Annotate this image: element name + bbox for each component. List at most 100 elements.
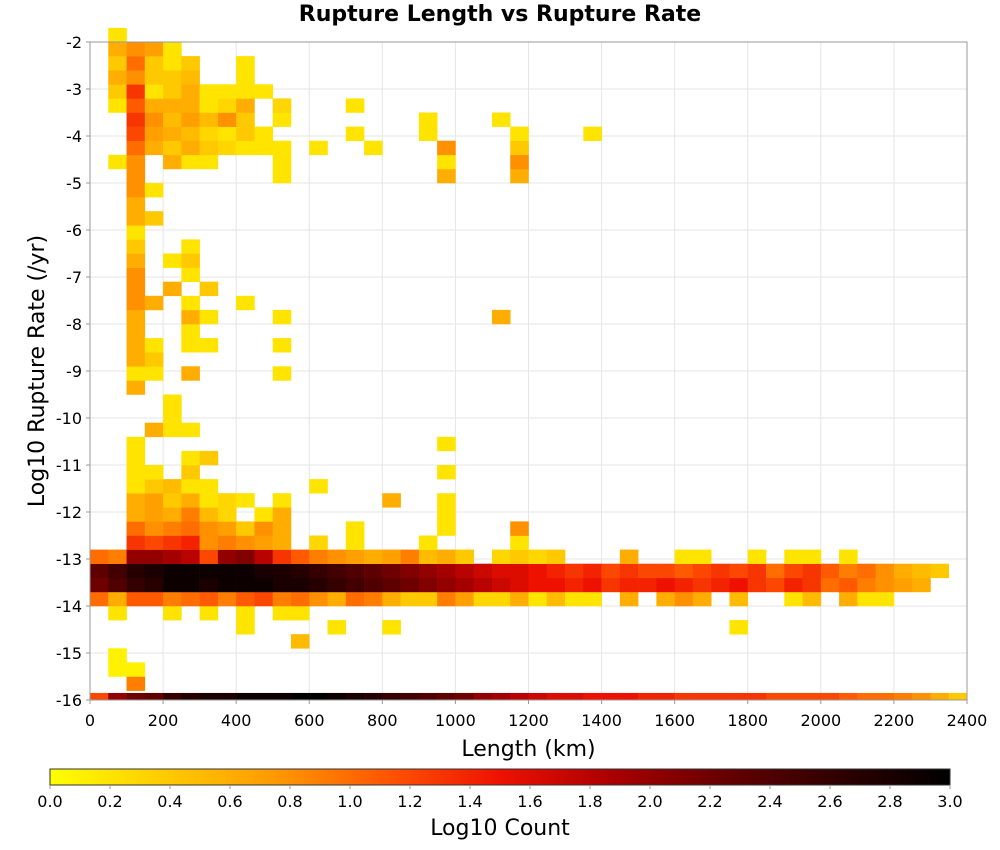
heatmap-cell [108, 42, 127, 57]
heatmap-cell [418, 112, 438, 127]
heatmap-cell [400, 549, 420, 564]
colorbar-tick-label: 0.4 [157, 792, 182, 811]
heatmap-cell [217, 591, 237, 607]
heatmap-cell [126, 98, 146, 113]
heatmap-cell [144, 549, 164, 564]
heatmap-cell [437, 140, 456, 156]
heatmap-cell [437, 692, 456, 700]
heatmap-cell [144, 112, 164, 127]
heatmap-cell [437, 563, 456, 579]
y-tick-label: -9 [66, 362, 82, 381]
heatmap-cell [199, 84, 219, 99]
heatmap-cell [583, 126, 602, 141]
heatmap-cell [199, 535, 219, 550]
heatmap-cell [510, 521, 529, 536]
heatmap-cell [766, 692, 785, 700]
heatmap-cell [126, 549, 146, 564]
y-tick-label: -6 [66, 221, 82, 240]
heatmap-cells [90, 27, 968, 700]
heatmap-cell [327, 577, 347, 593]
heatmap-cell [217, 563, 237, 579]
heatmap-cell [473, 563, 493, 579]
heatmap-cell [583, 563, 602, 579]
y-tick-label: -10 [56, 409, 82, 428]
heatmap-cell [491, 563, 511, 579]
heatmap-cell [163, 606, 182, 621]
heatmap-cell [272, 309, 292, 325]
heatmap-cell [930, 692, 950, 700]
heatmap-cell [784, 591, 803, 607]
heatmap-cell [144, 183, 164, 198]
heatmap-cell [400, 577, 420, 593]
heatmap-cell [839, 591, 858, 607]
heatmap-cell [126, 591, 146, 607]
heatmap-cell [126, 352, 146, 367]
heatmap-cell [181, 521, 200, 536]
x-tick-label: 1800 [727, 711, 768, 730]
heatmap-cell [418, 692, 438, 700]
heatmap-cell [144, 140, 164, 156]
heatmap-cell [181, 239, 200, 254]
heatmap-cell [437, 465, 456, 480]
colorbar-tick-label: 0.0 [37, 792, 62, 811]
y-tick-label: -12 [56, 503, 82, 522]
heatmap-cell [510, 140, 529, 156]
heatmap-cell [857, 591, 876, 607]
y-tick-label: -7 [66, 268, 82, 287]
heatmap-cell [875, 563, 895, 579]
heatmap-cell [126, 70, 146, 85]
heatmap-cell [163, 535, 182, 550]
heatmap-cell [345, 591, 365, 607]
heatmap-cell [565, 563, 584, 579]
heatmap-cell [90, 563, 109, 579]
heatmap-cell [491, 577, 511, 593]
heatmap-cell [583, 692, 602, 700]
heatmap-cell [181, 267, 200, 282]
heatmap-cell [217, 692, 237, 700]
heatmap-cell [181, 112, 200, 127]
heatmap-cell [163, 521, 182, 536]
x-tick-label: 600 [294, 711, 325, 730]
heatmap-cell [181, 338, 200, 353]
heatmap-cell [126, 239, 146, 254]
heatmap-cell [163, 56, 182, 71]
heatmap-cell [327, 563, 347, 579]
chart-title: Rupture Length vs Rupture Rate [298, 2, 702, 27]
heatmap-cell [144, 465, 164, 480]
heatmap-cell [290, 577, 310, 593]
heatmap-cell [400, 563, 420, 579]
heatmap-cell [309, 577, 328, 593]
heatmap-cell [802, 591, 822, 607]
heatmap-cell [692, 577, 712, 593]
heatmap-cell [309, 140, 328, 156]
heatmap-cell [674, 591, 694, 607]
heatmap-cell [839, 577, 858, 593]
heatmap-cell [163, 112, 182, 127]
heatmap-cell [144, 211, 164, 226]
heatmap-cell [272, 521, 292, 536]
heatmap-cell [108, 662, 127, 677]
heatmap-cell [455, 591, 474, 607]
heatmap-cell [90, 577, 109, 593]
heatmap-cell [418, 549, 438, 564]
heatmap-cell [236, 70, 255, 85]
heatmap-cell [583, 591, 602, 607]
heatmap-cell [199, 154, 219, 170]
heatmap-cell [656, 692, 675, 700]
heatmap-cell [254, 591, 274, 607]
heatmap-cell [181, 422, 200, 438]
heatmap-cell [692, 549, 712, 564]
y-tick-label: -13 [56, 550, 82, 569]
y-tick-label: -2 [66, 33, 82, 52]
heatmap-cell [126, 197, 146, 212]
heatmap-cell [181, 295, 200, 311]
heatmap-cell [236, 84, 255, 99]
x-tick-label: 2400 [947, 711, 988, 730]
heatmap-cell [236, 521, 255, 536]
heatmap-cell [108, 98, 127, 113]
x-tick-label: 800 [367, 711, 398, 730]
heatmap-cell [90, 549, 109, 564]
heatmap-cell [455, 563, 474, 579]
heatmap-cell [272, 168, 292, 184]
heatmap-cell [199, 338, 219, 353]
